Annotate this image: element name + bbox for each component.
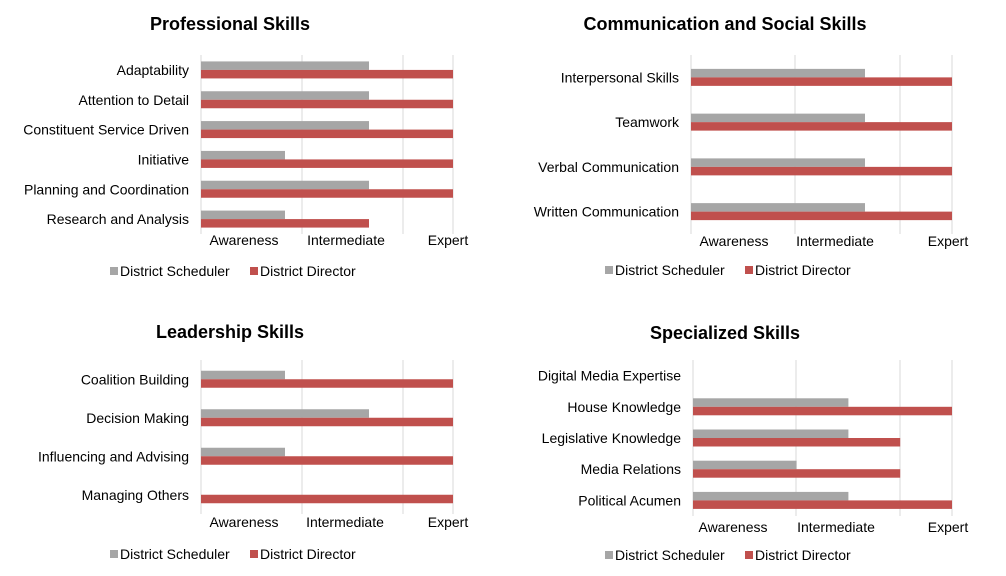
category-label: Managing Others [82, 487, 189, 503]
bar-scheduler [691, 113, 865, 123]
bar-scheduler [201, 121, 369, 130]
category-label: Media Relations [581, 461, 681, 477]
bar-scheduler [691, 68, 865, 78]
x-tick-label: Intermediate [796, 233, 874, 249]
legend-swatch [605, 551, 613, 559]
bar-scheduler [691, 158, 865, 167]
bar-scheduler [693, 460, 797, 470]
bar-scheduler [201, 409, 369, 418]
legend-swatch [250, 550, 258, 558]
category-label: Interpersonal Skills [561, 69, 679, 85]
bar-scheduler [201, 370, 285, 380]
legend-swatch [110, 267, 118, 275]
category-label: Research and Analysis [47, 211, 189, 227]
bar-scheduler [201, 61, 369, 70]
category-label: Written Communication [534, 204, 679, 220]
legend-label: District Director [260, 263, 356, 279]
category-label: Influencing and Advising [38, 448, 189, 464]
category-label: Initiative [138, 151, 190, 167]
bar-director [693, 438, 901, 447]
category-label: Political Acumen [578, 492, 681, 508]
legend-swatch [110, 550, 118, 558]
bar-director [201, 159, 453, 168]
bar-scheduler [201, 210, 285, 220]
legend-label: District Scheduler [120, 263, 230, 279]
x-tick-label: Awareness [209, 232, 278, 248]
bar-director [201, 494, 453, 504]
category-label: Attention to Detail [78, 92, 189, 108]
bar-director [201, 219, 369, 228]
bar-scheduler [201, 180, 369, 190]
bar-scheduler [691, 203, 865, 212]
category-label: Teamwork [615, 114, 680, 130]
bar-scheduler [693, 398, 849, 407]
x-tick-label: Awareness [699, 233, 768, 249]
bar-director [691, 166, 952, 176]
legend-swatch [250, 267, 258, 275]
bar-director [693, 406, 952, 416]
chart-title: Communication and Social Skills [583, 14, 866, 34]
legend-label: District Scheduler [615, 547, 725, 563]
category-label: Decision Making [86, 410, 189, 426]
bar-director [693, 500, 952, 509]
chart-title: Professional Skills [150, 14, 310, 34]
bar-director [201, 417, 453, 427]
legend-label: District Director [260, 546, 356, 562]
chart-panel-3: Leadership Skills Coalition Building Decis… [38, 322, 468, 562]
x-tick-label: Expert [928, 519, 969, 535]
x-tick-label: Intermediate [797, 519, 875, 535]
bar-director [691, 211, 952, 221]
bar-director [691, 122, 952, 131]
x-tick-label: Expert [428, 232, 469, 248]
x-tick-label: Expert [428, 514, 469, 530]
legend-swatch [605, 266, 613, 274]
legend-swatch [745, 266, 753, 274]
bar-director [201, 456, 453, 465]
x-tick-label: Expert [928, 233, 969, 249]
chart-title: Leadership Skills [156, 322, 304, 342]
bar-director [691, 77, 952, 86]
category-label: Constituent Service Driven [23, 122, 189, 138]
bar-scheduler [201, 91, 369, 100]
category-label: Digital Media Expertise [538, 368, 681, 384]
x-tick-label: Awareness [209, 514, 278, 530]
bar-director [693, 469, 901, 478]
legend-label: District Scheduler [120, 546, 230, 562]
category-label: Adaptability [117, 62, 189, 78]
bar-scheduler [201, 150, 285, 160]
x-tick-label: Awareness [698, 519, 767, 535]
bar-director [201, 99, 453, 109]
bar-director [201, 69, 453, 79]
chart-panel-1: Professional Skills Adaptability Attention… [23, 14, 468, 279]
category-label: Coalition Building [81, 371, 189, 387]
legend-label: District Director [755, 262, 851, 278]
bar-director [201, 189, 453, 198]
legend-label: District Scheduler [615, 262, 725, 278]
bar-scheduler [693, 429, 849, 438]
legend-swatch [745, 551, 753, 559]
bar-director [201, 379, 453, 388]
chart-panel-4: Specialized Skills Digital Media Expertis… [538, 323, 969, 563]
category-label: House Knowledge [567, 399, 681, 415]
x-tick-label: Intermediate [306, 514, 384, 530]
bar-scheduler [201, 447, 285, 457]
bar-scheduler [693, 491, 849, 501]
chart-title: Specialized Skills [650, 323, 800, 343]
chart-panel-2: Communication and Social Skills Interpers… [534, 14, 969, 278]
category-label: Verbal Communication [538, 159, 679, 175]
legend-label: District Director [755, 547, 851, 563]
category-label: Planning and Coordination [24, 181, 189, 197]
x-tick-label: Intermediate [307, 232, 385, 248]
bar-director [201, 129, 453, 139]
category-label: Legislative Knowledge [542, 430, 682, 446]
